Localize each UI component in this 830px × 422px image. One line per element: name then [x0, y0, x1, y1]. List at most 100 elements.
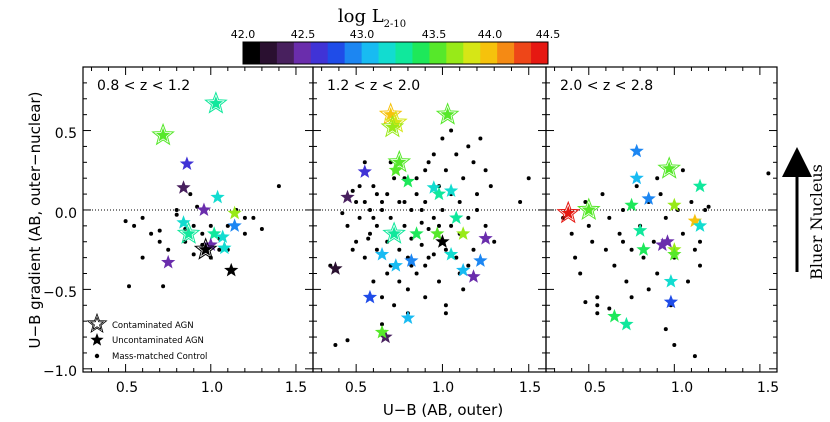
colorbar-cell: [429, 42, 447, 64]
control-point: [663, 215, 668, 220]
control-point: [603, 247, 608, 252]
control-point: [149, 231, 154, 236]
control-point: [132, 223, 137, 228]
control-point: [612, 263, 617, 268]
control-point: [672, 343, 677, 347]
control-point: [475, 208, 479, 212]
control-point: [703, 208, 708, 212]
control-point: [466, 215, 471, 220]
control-point: [414, 192, 419, 197]
colorbar-tick-label: 43.5: [422, 28, 447, 41]
agn-contaminated-star-outline: [657, 156, 682, 179]
agn-star: [196, 202, 212, 217]
agn-star: [466, 269, 481, 283]
control-point: [655, 176, 660, 181]
agn-star: [409, 226, 424, 240]
agn-contaminated-star: [181, 226, 196, 240]
control-point: [397, 279, 402, 284]
y-tick-label: −0.5: [43, 285, 77, 301]
control-point: [454, 152, 459, 157]
agn-star: [692, 178, 708, 193]
agn-contaminated-star: [440, 107, 455, 121]
colorbar-tick-label: 42.5: [291, 28, 316, 41]
control-point: [426, 227, 431, 231]
agn-star: [607, 308, 622, 323]
agn-star: [328, 261, 343, 275]
agn-star: [430, 226, 445, 240]
colorbar: [243, 42, 549, 64]
control-point: [461, 287, 466, 292]
control-point: [123, 219, 128, 224]
control-point: [689, 200, 694, 204]
control-point: [443, 168, 448, 173]
y-tick-label: −1.0: [43, 364, 77, 380]
agn-contaminated-star-outline: [380, 114, 405, 138]
control-point: [518, 200, 523, 204]
agn-star: [227, 205, 242, 220]
colorbar-cell: [463, 42, 481, 64]
colorbar-cell: [531, 42, 549, 64]
control-point: [345, 223, 350, 228]
control-point: [251, 215, 256, 220]
agn-star: [357, 164, 372, 178]
control-point: [595, 311, 600, 316]
agn-contaminated-star: [208, 96, 224, 110]
control-point: [362, 200, 367, 204]
control-point: [692, 354, 697, 359]
agn-contaminated-star: [385, 119, 400, 134]
control-point: [646, 287, 651, 292]
colorbar-cell: [497, 42, 515, 64]
control-point: [380, 208, 384, 212]
panel-redshift-label: 2.0 < z < 2.8: [560, 78, 653, 94]
legend-label: Contaminated AGN: [112, 321, 194, 331]
agn-star: [431, 186, 447, 201]
control-point: [431, 215, 436, 220]
control-point: [526, 176, 531, 181]
control-point: [607, 215, 612, 220]
control-point: [385, 192, 390, 197]
agn-star: [619, 316, 634, 331]
agn-star: [400, 173, 416, 188]
agn-star: [179, 156, 195, 170]
agn-contaminated-star-outline: [556, 200, 581, 224]
control-point: [692, 247, 697, 252]
control-point: [174, 208, 179, 212]
control-point: [595, 295, 600, 300]
control-point: [431, 252, 436, 257]
control-point: [483, 223, 488, 228]
x-tick-label: 1.5: [519, 380, 541, 396]
control-point: [371, 279, 376, 284]
agn-star: [629, 170, 644, 185]
control-point: [423, 263, 428, 268]
control-point: [590, 239, 595, 244]
control-point: [586, 223, 591, 228]
agn-star: [449, 210, 464, 224]
control-point: [461, 176, 466, 181]
control-point: [362, 160, 367, 165]
control-point: [157, 239, 162, 244]
control-point: [466, 263, 471, 268]
legend-label: Mass-matched Control: [112, 352, 207, 362]
control-point: [340, 211, 345, 216]
control-point: [419, 242, 424, 247]
colorbar-tick-label: 44.0: [478, 28, 503, 41]
agn-contaminated-star: [388, 115, 403, 129]
agn-contaminated-star: [662, 161, 677, 175]
agn-star: [473, 253, 488, 267]
agn-star: [426, 180, 441, 194]
agn-star: [655, 237, 670, 251]
agn-contaminated-star: [383, 107, 398, 121]
control-point: [651, 239, 656, 244]
agn-star: [217, 240, 232, 255]
control-point: [225, 223, 230, 228]
control-point: [140, 255, 145, 260]
control-point: [629, 247, 634, 252]
agn-contaminated-star: [561, 205, 576, 220]
agn-star: [227, 218, 242, 232]
control-point: [371, 215, 376, 220]
control-point: [621, 239, 625, 244]
control-point: [573, 255, 578, 260]
control-point: [242, 215, 247, 220]
control-point: [371, 184, 376, 189]
control-point: [492, 239, 497, 244]
